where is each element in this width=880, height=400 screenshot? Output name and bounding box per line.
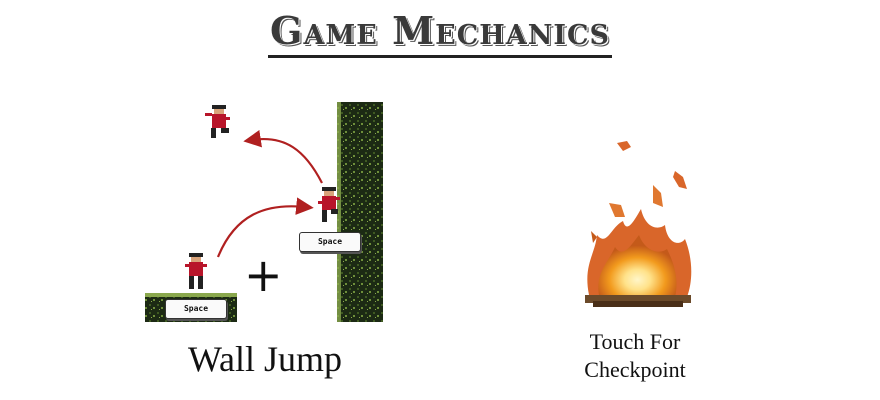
ninja-air-icon: [205, 105, 230, 138]
wall-jump-label: Wall Jump: [187, 339, 343, 379]
ninja-ground-icon: [185, 253, 207, 289]
ninja-wall-icon: [318, 187, 340, 222]
checkpoint-label: Touch For Checkpoint: [540, 328, 730, 384]
space-key-ground: Space: [165, 299, 227, 319]
jump-arrow-away: [243, 129, 323, 184]
plus-sign: +: [244, 248, 283, 302]
wall: [337, 102, 383, 322]
page-title: Game Mechanics: [0, 8, 880, 58]
checkpoint-label-line1: Touch For: [589, 329, 681, 354]
jump-arrow-up: [216, 197, 314, 258]
checkpoint-label-line2: Checkpoint: [584, 357, 686, 382]
campfire-checkpoint-icon: [585, 141, 692, 307]
space-key-wall: Space: [299, 232, 361, 252]
